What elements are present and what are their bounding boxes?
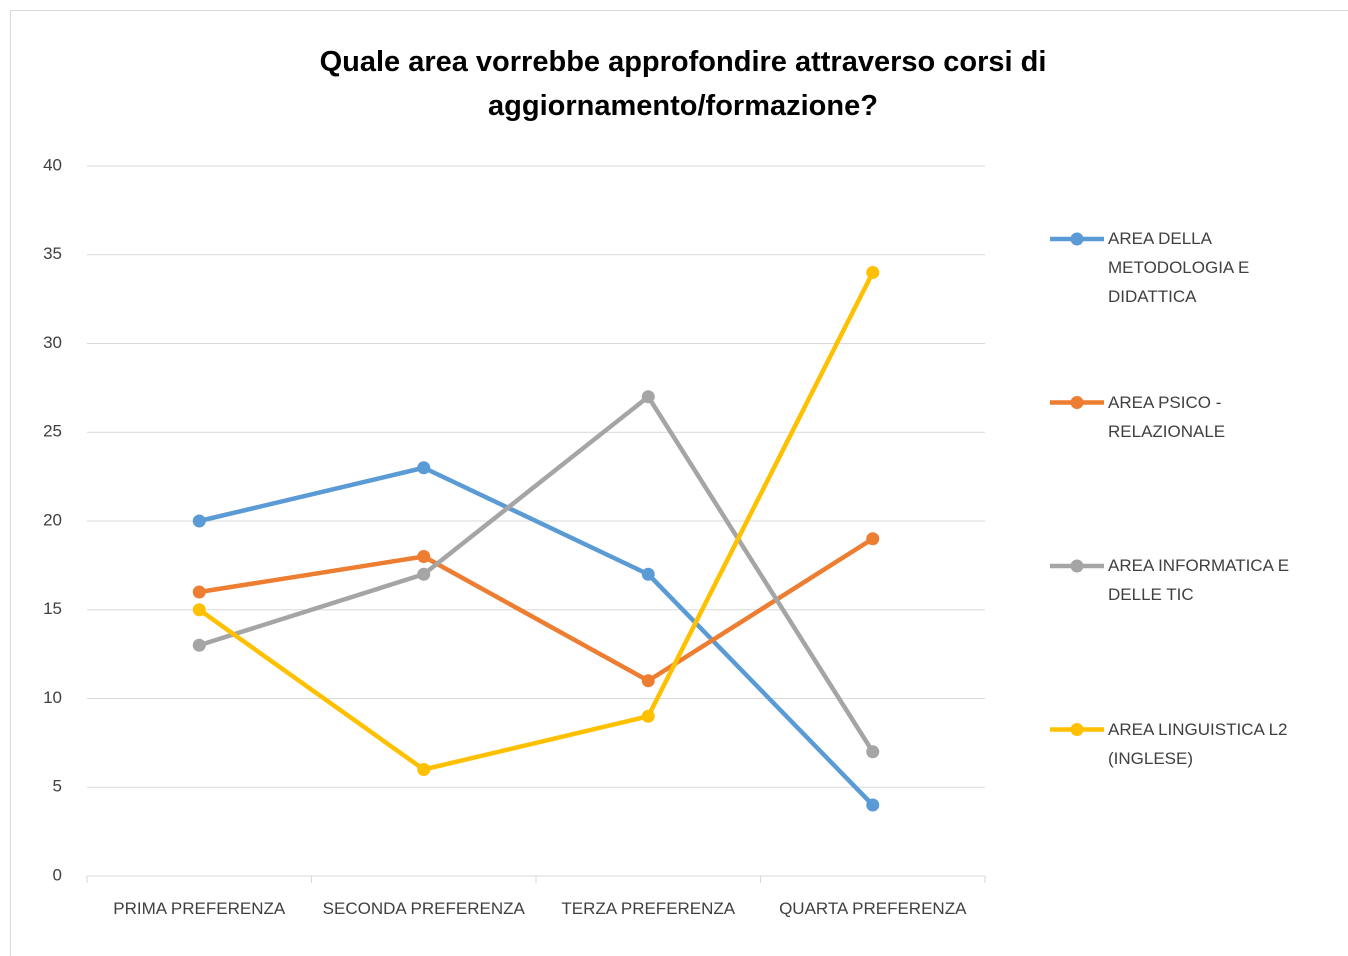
data-point	[866, 745, 880, 759]
data-point	[866, 266, 880, 279]
data-point	[641, 709, 655, 723]
data-point	[866, 532, 880, 546]
y-tick-label: 30	[43, 333, 62, 352]
x-tick-label: PRIMA PREFERENZA	[113, 899, 286, 918]
data-point	[641, 567, 655, 581]
x-tick-label: QUARTA PREFERENZA	[779, 899, 967, 918]
series-line	[198, 394, 875, 753]
data-point	[417, 550, 431, 563]
y-tick-label: 35	[43, 244, 62, 263]
y-tick-label: 5	[53, 777, 62, 796]
chart-border	[10, 10, 1348, 956]
x-tick-label: TERZA PREFERENZA	[561, 899, 736, 918]
data-point	[192, 638, 206, 652]
x-tick-label: SECONDA PREFERENZA	[322, 899, 525, 918]
y-tick-label: 25	[43, 422, 62, 441]
data-point	[417, 461, 431, 475]
y-tick-label: 20	[43, 510, 62, 529]
data-point	[641, 390, 655, 404]
legend-label: AREA PSICO - RELAZIONALE	[1108, 392, 1226, 441]
y-tick-label: 40	[43, 155, 62, 174]
y-tick-label: 10	[43, 688, 62, 707]
legend-label: AREA LINGUISTICA L2 (INGLESE)	[1108, 719, 1288, 768]
legend-marker	[1070, 723, 1084, 736]
chart-title: Quale area vorrebbe approfondire attrave…	[319, 46, 1047, 122]
legend-label: AREA DELLA METODOLOGIA E DIDATTICA	[1108, 229, 1250, 306]
y-tick-label: 0	[53, 865, 62, 884]
data-point	[641, 674, 655, 688]
series-line	[197, 271, 875, 772]
series-line	[198, 465, 875, 807]
series-line	[198, 536, 874, 683]
legend-marker	[1070, 232, 1084, 246]
legend-marker	[1070, 559, 1084, 573]
data-point	[417, 763, 431, 776]
data-point	[192, 514, 206, 528]
legend-label: AREA INFORMATICA E DELLE TIC	[1108, 556, 1290, 604]
data-point	[866, 798, 880, 812]
data-point	[192, 603, 206, 617]
data-point	[417, 567, 431, 581]
y-tick-label: 15	[43, 599, 62, 618]
legend-marker	[1070, 396, 1084, 409]
data-point	[192, 585, 206, 599]
